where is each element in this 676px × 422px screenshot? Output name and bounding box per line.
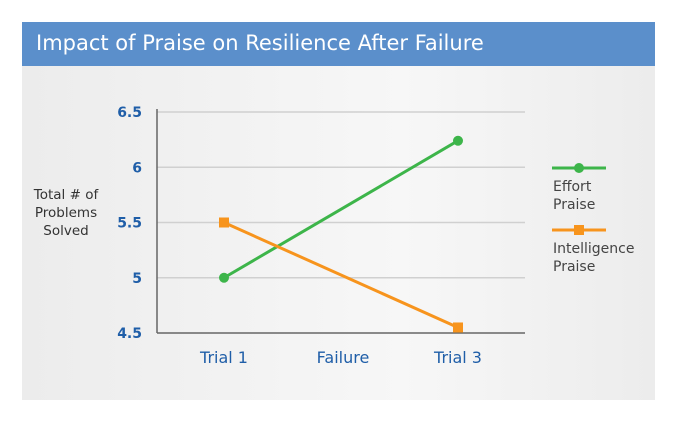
legend-label: Intelligence [553, 241, 634, 257]
series-line [223, 221, 459, 329]
y-tick-label: 6 [132, 160, 142, 176]
series-line [223, 139, 459, 280]
x-tick-label: Failure [317, 348, 370, 367]
chart-title: Impact of Praise on Resilience After Fai… [36, 31, 484, 55]
data-point [453, 135, 463, 146]
data-point [219, 217, 229, 228]
title-bar: Impact of Praise on Resilience After Fai… [22, 22, 655, 66]
y-tick-label: 5.5 [117, 216, 142, 232]
chart-panel [22, 66, 655, 400]
y-tick-label: 6.5 [117, 105, 142, 121]
data-point [453, 322, 463, 333]
x-tick-label: Trial 1 [199, 348, 248, 367]
y-axis-label: Total # of Problems Solved [33, 187, 99, 239]
y-tick-label: 4.5 [117, 326, 142, 342]
legend-marker [574, 163, 584, 173]
x-tick-label: Trial 3 [433, 348, 482, 367]
legend-label: Praise [553, 259, 595, 275]
data-point [219, 272, 229, 283]
legend-label: Praise [553, 197, 595, 213]
y-tick-label: 5 [132, 271, 142, 287]
legend-marker [574, 225, 584, 235]
legend-label: Effort [553, 179, 592, 195]
